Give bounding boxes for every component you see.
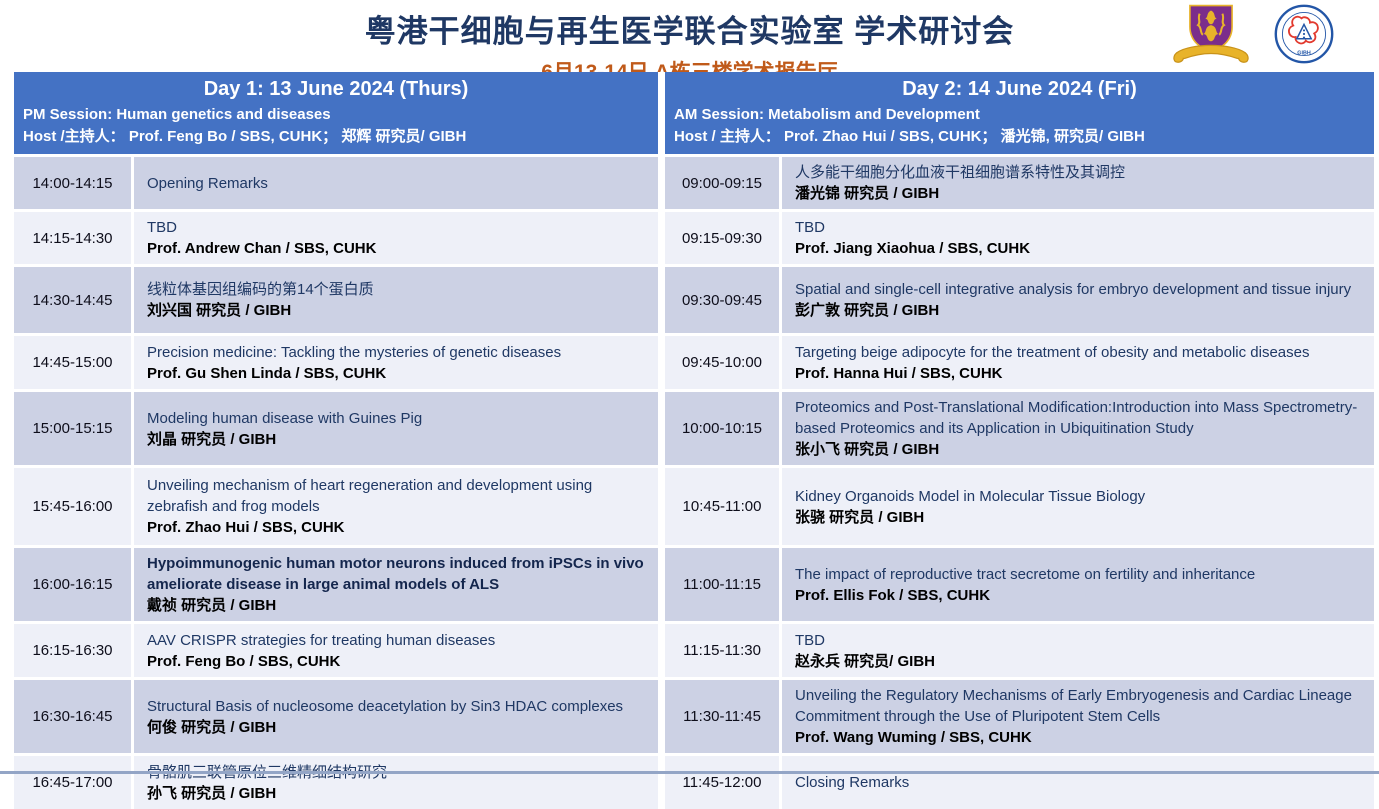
time-cell: 16:45-17:00	[14, 756, 131, 809]
talk-speaker: 何俊 研究员 / GIBH	[147, 718, 277, 736]
day1-host: Host /主持人： Prof. Feng Bo / SBS, CUHK； 郑辉…	[23, 128, 467, 145]
time-cell: 15:45-16:00	[14, 468, 131, 545]
gibh-logo-label: GIBH	[1297, 50, 1311, 56]
time-cell: 16:30-16:45	[14, 680, 131, 753]
talk-cell: Hypoimmunogenic human motor neurons indu…	[134, 548, 658, 621]
talk-speaker: 张骁 研究员 / GIBH	[795, 508, 925, 526]
time-cell: 11:45-12:00	[665, 756, 779, 809]
gibh-logo-icon: GIBH	[1274, 4, 1334, 64]
day2-session: AM Session: Metabolism and Development	[674, 106, 980, 123]
talk-title: Precision medicine: Tackling the mysteri…	[147, 343, 562, 361]
time-cell: 09:15-09:30	[665, 212, 779, 264]
day1-header: Day 1: 13 June 2024 (Thurs) PM Session: …	[14, 72, 658, 154]
talk-title: TBD	[795, 219, 825, 236]
time-cell: 14:45-15:00	[14, 336, 131, 389]
time-cell: 10:00-10:15	[665, 392, 779, 465]
talk-title: Targeting beige adipocyte for the treatm…	[795, 343, 1310, 361]
talk-speaker: Prof. Gu Shen Linda / SBS, CUHK	[147, 364, 387, 382]
talk-title: Structural Basis of nucleosome deacetyla…	[147, 697, 624, 715]
talk-cell: Targeting beige adipocyte for the treatm…	[782, 336, 1374, 389]
talk-speaker: Prof. Zhao Hui / SBS, CUHK	[147, 519, 345, 536]
day2-header: Day 2: 14 June 2024 (Fri) AM Session: Me…	[665, 72, 1374, 154]
day2-title: Day 2: 14 June 2024 (Fri)	[902, 78, 1137, 100]
time-cell: 09:30-09:45	[665, 267, 779, 333]
time-cell: 10:45-11:00	[665, 468, 779, 545]
talk-title: Kidney Organoids Model in Molecular Tiss…	[795, 487, 1146, 505]
time-cell: 14:15-14:30	[14, 212, 131, 264]
talk-cell: Proteomics and Post-Translational Modifi…	[782, 392, 1374, 465]
talk-title: Closing Remarks	[795, 774, 910, 791]
time-cell: 14:00-14:15	[14, 157, 131, 209]
talk-cell: 人多能干细胞分化血液干祖细胞谱系特性及其调控 潘光锦 研究员 / GIBH	[782, 157, 1374, 209]
time-cell: 16:00-16:15	[14, 548, 131, 621]
time-cell: 09:45-10:00	[665, 336, 779, 389]
day2-host: Host / 主持人： Prof. Zhao Hui / SBS, CUHK； …	[674, 128, 1145, 145]
talk-speaker: 彭广敦 研究员 / GIBH	[795, 302, 940, 319]
talk-cell: Unveiling the Regulatory Mechanisms of E…	[782, 680, 1374, 753]
talk-title: AAV CRISPR strategies for treating human…	[147, 631, 496, 649]
cuhk-logo-icon	[1173, 4, 1249, 63]
talk-title: Unveiling the Regulatory Mechanisms of E…	[795, 687, 1352, 725]
talk-title: Opening Remarks	[147, 174, 268, 192]
talk-cell: Spatial and single-cell integrative anal…	[782, 267, 1374, 333]
talk-cell: Unveiling mechanism of heart regeneratio…	[134, 468, 658, 545]
time-cell: 16:15-16:30	[14, 624, 131, 677]
talk-speaker: Prof. Feng Bo / SBS, CUHK	[147, 652, 341, 670]
time-cell: 15:00-15:15	[14, 392, 131, 465]
talk-speaker: 刘兴国 研究员 / GIBH	[147, 302, 292, 319]
talk-cell: The impact of reproductive tract secreto…	[782, 548, 1374, 621]
talk-cell: AAV CRISPR strategies for treating human…	[134, 624, 658, 677]
day1-title: Day 1: 13 June 2024 (Thurs)	[203, 78, 469, 100]
talk-speaker: Prof. Hanna Hui / SBS, CUHK	[795, 364, 1003, 382]
time-cell: 09:00-09:15	[665, 157, 779, 209]
talk-speaker: Prof. Andrew Chan / SBS, CUHK	[147, 240, 377, 257]
talk-cell: TBD 赵永兵 研究员/ GIBH	[782, 624, 1374, 677]
talk-speaker: 潘光锦 研究员 / GIBH	[795, 185, 940, 202]
talk-title: Proteomics and Post-Translational Modifi…	[795, 399, 1358, 437]
talk-cell: 线粒体基因组编码的第14个蛋白质 刘兴国 研究员 / GIBH	[134, 267, 658, 333]
talk-title: 线粒体基因组编码的第14个蛋白质	[147, 281, 374, 298]
day1-session: PM Session: Human genetics and diseases	[23, 106, 331, 123]
talk-title: Modeling human disease with Guines Pig	[147, 409, 423, 427]
talk-cell: Modeling human disease with Guines Pig 刘晶…	[134, 392, 658, 465]
talk-cell: Precision medicine: Tackling the mysteri…	[134, 336, 658, 389]
talk-cell: TBD Prof. Andrew Chan / SBS, CUHK	[134, 212, 658, 264]
logo-box: GIBH	[1170, 3, 1334, 65]
talk-speaker: 张小飞 研究员 / GIBH	[795, 441, 940, 458]
time-cell: 11:00-11:15	[665, 548, 779, 621]
schedule-grid: Day 1: 13 June 2024 (Thurs) PM Session: …	[14, 72, 1374, 809]
time-cell: 11:30-11:45	[665, 680, 779, 753]
talk-speaker: 赵永兵 研究员/ GIBH	[795, 652, 936, 670]
talk-speaker: 刘晶 研究员 / GIBH	[147, 430, 277, 448]
page-banner: 粤港干细胞与再生医学联合实验室 学术研讨会 6月13-14日 A栋三楼学术报告厅…	[0, 0, 1379, 84]
talk-title: The impact of reproductive tract secreto…	[795, 565, 1256, 583]
talk-speaker: Prof. Ellis Fok / SBS, CUHK	[795, 586, 991, 604]
talk-cell: Structural Basis of nucleosome deacetyla…	[134, 680, 658, 753]
talk-speaker: Prof. Wang Wuming / SBS, CUHK	[795, 729, 1032, 746]
talk-title: TBD	[147, 219, 177, 236]
talk-speaker: Prof. Jiang Xiaohua / SBS, CUHK	[795, 240, 1031, 257]
talk-title: 人多能干细胞分化血液干祖细胞谱系特性及其调控	[795, 164, 1126, 181]
talk-cell: Closing Remarks	[782, 756, 1374, 809]
page-title: 粤港干细胞与再生医学联合实验室 学术研讨会	[364, 14, 1015, 49]
talk-cell: Opening Remarks	[134, 157, 658, 209]
bottom-divider	[0, 771, 1379, 774]
talk-speaker: 戴祯 研究员 / GIBH	[147, 597, 277, 614]
talk-cell: 骨骼肌三联管原位三维精细结构研究 孙飞 研究员 / GIBH	[134, 756, 658, 809]
talk-title: TBD	[795, 631, 825, 649]
talk-title: Hypoimmunogenic human motor neurons indu…	[147, 555, 644, 593]
time-cell: 14:30-14:45	[14, 267, 131, 333]
talk-cell: Kidney Organoids Model in Molecular Tiss…	[782, 468, 1374, 545]
time-cell: 11:15-11:30	[665, 624, 779, 677]
talk-title: Spatial and single-cell integrative anal…	[795, 281, 1352, 298]
talk-title: Unveiling mechanism of heart regeneratio…	[147, 477, 593, 515]
talk-cell: TBD Prof. Jiang Xiaohua / SBS, CUHK	[782, 212, 1374, 264]
talk-speaker: 孙飞 研究员 / GIBH	[147, 784, 277, 802]
